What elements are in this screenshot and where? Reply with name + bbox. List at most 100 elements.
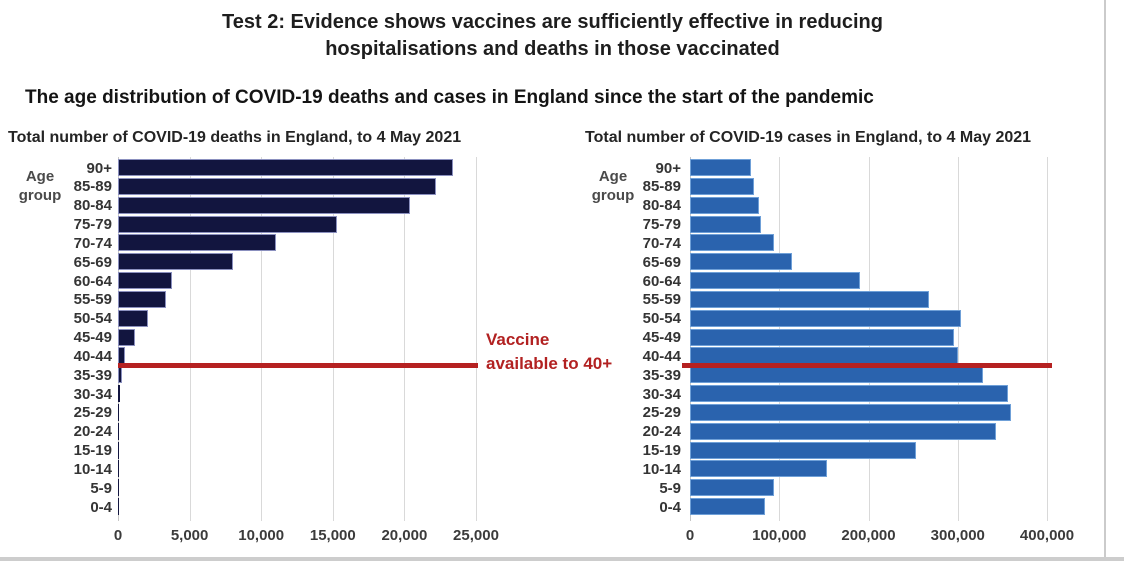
- age-tick-label: 55-59: [642, 291, 681, 309]
- age-tick-label: 80-84: [73, 197, 112, 215]
- age-tick-label: 75-79: [642, 216, 681, 234]
- age-tick-label: 45-49: [73, 329, 112, 347]
- bar-90+: [690, 159, 751, 176]
- bar-30-34: [118, 385, 120, 403]
- bar-30-34: [690, 385, 1008, 403]
- deaths-age-label-line2: group: [18, 187, 62, 204]
- bar-35-39: [118, 366, 122, 384]
- x-gridline: [189, 157, 191, 521]
- vaccine-annotation-line1: Vaccine: [486, 330, 550, 349]
- bar-85-89: [690, 177, 755, 195]
- deaths-chart-title: Total number of COVID-19 deaths in Engla…: [8, 129, 462, 146]
- bar-70-74: [690, 234, 774, 252]
- bar-60-64: [690, 272, 860, 290]
- age-tick-label: 15-19: [642, 442, 681, 460]
- age-tick-label: 50-54: [642, 310, 681, 328]
- age-tick-label: 85-89: [73, 178, 112, 196]
- age-tick-label: 70-74: [642, 234, 681, 252]
- x-gridline: [261, 157, 263, 521]
- x-tick-label: 100,000: [752, 527, 807, 544]
- age-tick-label: 10-14: [642, 460, 681, 478]
- page-title-line2: hospitalisations and deaths in those vac…: [325, 38, 780, 60]
- bar-50-54: [690, 309, 962, 327]
- bar-80-84: [118, 196, 411, 214]
- x-gridline: [476, 157, 477, 521]
- age-tick-label: 35-39: [73, 366, 112, 384]
- age-tick-label: 90+: [86, 159, 112, 177]
- age-tick-label: 70-74: [73, 234, 112, 252]
- page-subtitle: The age distribution of COVID-19 deaths …: [25, 87, 874, 108]
- age-tick-label: 60-64: [73, 272, 112, 290]
- bar-80-84: [690, 196, 759, 214]
- age-tick-label: 60-64: [642, 272, 681, 290]
- vaccine-annotation: Vaccine available to 40+: [486, 328, 612, 376]
- x-gridline: [332, 157, 334, 521]
- bar-40-44: [690, 347, 958, 365]
- age-tick-label: 10-14: [73, 460, 112, 478]
- x-gridline: [404, 157, 406, 521]
- age-tick-label: 20-24: [73, 423, 112, 441]
- bar-50-54: [118, 309, 149, 327]
- vaccine-line-left-segment: [118, 363, 478, 368]
- age-tick-label: 75-79: [73, 216, 112, 234]
- bar-70-74: [118, 234, 276, 252]
- x-gridline: [1047, 157, 1048, 521]
- x-tick-label: 400,000: [1019, 527, 1075, 544]
- age-tick-label: 85-89: [642, 178, 681, 196]
- page-title-line1: Test 2: Evidence shows vaccines are suff…: [222, 11, 883, 33]
- deaths-age-group-axis-label: Age group: [9, 167, 71, 205]
- bar-25-29: [118, 403, 119, 421]
- age-tick-label: 65-69: [73, 253, 112, 271]
- bar-20-24: [118, 422, 119, 440]
- bar-90+: [118, 159, 454, 176]
- age-tick-label: 40-44: [73, 347, 112, 365]
- vaccine-annotation-line2: available to 40+: [486, 354, 613, 373]
- cases-chart-title: Total number of COVID-19 cases in Englan…: [585, 129, 1032, 146]
- bar-15-19: [690, 441, 916, 459]
- age-tick-label: 80-84: [642, 197, 681, 215]
- age-tick-label: 5-9: [90, 479, 112, 497]
- bar-55-59: [690, 290, 930, 308]
- bar-20-24: [690, 422, 997, 440]
- bar-5-9: [690, 479, 774, 497]
- page-title: Test 2: Evidence shows vaccines are suff…: [0, 9, 1105, 63]
- bar-0-4: [690, 498, 765, 516]
- x-tick-label: 10,000: [238, 527, 285, 544]
- age-tick-label: 25-29: [73, 404, 112, 422]
- bar-55-59: [118, 290, 166, 308]
- bar-85-89: [118, 177, 436, 195]
- age-tick-label: 30-34: [642, 385, 681, 403]
- age-tick-label: 50-54: [73, 310, 112, 328]
- age-tick-label: 25-29: [642, 404, 681, 422]
- cases-age-label-line1: Age: [598, 168, 628, 185]
- x-gridline: [957, 157, 959, 521]
- age-tick-label: 55-59: [73, 291, 112, 309]
- age-tick-label: 5-9: [659, 479, 681, 497]
- age-tick-label: 20-24: [642, 423, 681, 441]
- age-tick-label: 35-39: [642, 366, 681, 384]
- age-tick-label: 15-19: [73, 442, 112, 460]
- x-tick-label: 0: [685, 527, 695, 544]
- bar-65-69: [690, 253, 792, 271]
- bar-45-49: [118, 328, 136, 346]
- bar-65-69: [118, 253, 233, 271]
- cases-age-label-line2: group: [591, 187, 635, 204]
- window-right-border: [1104, 0, 1106, 561]
- x-tick-label: 0: [113, 527, 123, 544]
- x-tick-label: 5,000: [170, 527, 209, 544]
- age-tick-label: 45-49: [642, 329, 681, 347]
- bar-35-39: [690, 366, 983, 384]
- bar-75-79: [118, 215, 338, 233]
- age-tick-label: 0-4: [659, 498, 681, 516]
- deaths-age-label-line1: Age: [25, 168, 55, 185]
- bar-25-29: [690, 403, 1012, 421]
- x-tick-label: 20,000: [381, 527, 428, 544]
- vaccine-line-right-segment: [682, 363, 1052, 368]
- bar-45-49: [690, 328, 955, 346]
- x-tick-label: 300,000: [930, 527, 985, 544]
- age-tick-label: 0-4: [90, 498, 112, 516]
- bar-60-64: [118, 272, 173, 290]
- x-tick-label: 15,000: [309, 527, 356, 544]
- bar-40-44: [118, 347, 126, 365]
